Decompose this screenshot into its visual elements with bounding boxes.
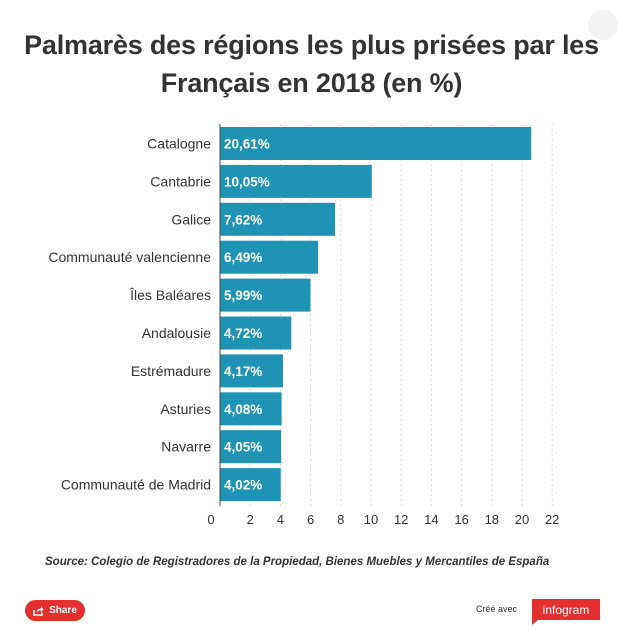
bar: [220, 240, 318, 274]
source-note: Source: Colegio de Registradores de la P…: [45, 556, 550, 568]
category-label: Îles Baléares: [129, 287, 211, 303]
bar: [220, 354, 283, 388]
category-label: Estrémadure: [131, 363, 211, 379]
data-label: 10,05%: [224, 174, 270, 189]
chart-title: Palmarès des régions les plus prisées pa…: [24, 30, 599, 98]
category-label: Galice: [171, 211, 211, 227]
data-label: 4,17%: [224, 364, 262, 379]
x-tick-label: 22: [545, 512, 559, 527]
share-icon: [33, 606, 44, 616]
data-label: 7,62%: [224, 212, 262, 227]
x-tick-label: 0: [207, 512, 214, 527]
bar: [220, 278, 311, 312]
bar: [220, 430, 282, 464]
x-tick-label: 8: [337, 512, 344, 527]
infogram-logo[interactable]: infogram: [532, 599, 600, 620]
bar: [220, 202, 336, 236]
category-label: Catalogne: [147, 136, 211, 152]
x-tick-label: 14: [424, 512, 438, 527]
x-tick-label: 4: [277, 512, 284, 527]
data-label: 4,05%: [224, 440, 262, 455]
bar: [220, 164, 372, 198]
x-tick-label: 18: [485, 512, 499, 527]
bar: [220, 468, 281, 502]
corner-decoration: [588, 10, 618, 40]
data-label: 20,61%: [224, 137, 270, 152]
bar: [220, 127, 532, 160]
data-label: 4,72%: [224, 326, 262, 341]
share-label: Share: [49, 605, 77, 616]
x-tick-label: 6: [307, 512, 314, 527]
credit-text: Créé avec: [476, 604, 518, 614]
share-button[interactable]: Share: [25, 600, 85, 621]
infogram-logo-tail: [532, 619, 539, 625]
category-label: Communauté de Madrid: [61, 477, 211, 493]
category-label: Asturies: [160, 401, 211, 417]
data-label: 5,99%: [224, 288, 262, 303]
data-label: 4,02%: [224, 478, 262, 493]
x-tick-label: 10: [364, 512, 378, 527]
x-tick-label: 16: [454, 512, 468, 527]
category-label: Cantabrie: [150, 173, 211, 189]
bar-chart: Catalogne 20,61% Cantabrie 10,05% Galice 7,62…: [48, 124, 559, 527]
data-label: 6,49%: [224, 250, 262, 265]
bar: [220, 392, 282, 426]
x-tick-label: 2: [247, 512, 254, 527]
category-label: Andalousie: [142, 325, 211, 341]
category-label: Communauté valencienne: [48, 249, 211, 265]
data-label: 4,08%: [224, 402, 262, 417]
bar: [220, 316, 292, 350]
x-tick-label: 12: [394, 512, 408, 527]
category-label: Navarre: [161, 439, 211, 455]
x-tick-label: 20: [515, 512, 529, 527]
